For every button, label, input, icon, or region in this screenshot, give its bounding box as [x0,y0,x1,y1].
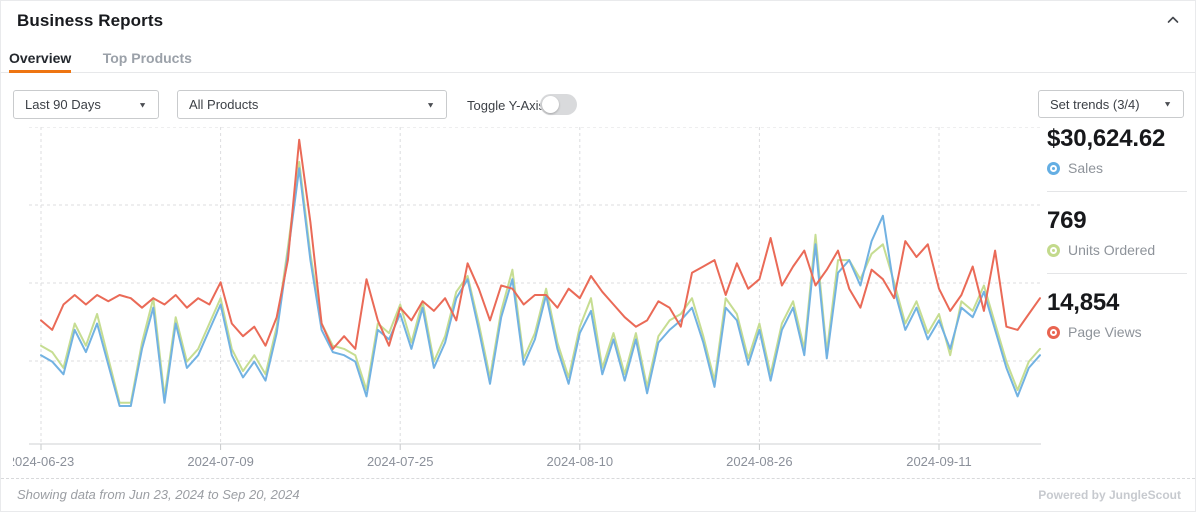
svg-text:2024-08-26: 2024-08-26 [726,454,793,469]
metrics-panel: $30,624.62 Sales 769 Units Ordered 14,85… [1047,119,1187,355]
powered-by-label: Powered by JungleScout [1038,488,1181,502]
svg-text:2024-07-25: 2024-07-25 [367,454,434,469]
trend-chart-area: 2024-06-23 2024-07-09 2024-07-25 2024-08-10… [13,127,1043,469]
set-trends-select[interactable]: Set trends (3/4) ▼ [1038,90,1184,118]
sales-value: $30,624.62 [1047,125,1166,152]
chevron-up-icon [1167,16,1179,23]
svg-text:2024-06-23: 2024-06-23 [13,454,74,469]
page-views-label: Page Views [1068,324,1142,340]
tab-bar: Overview Top Products [1,45,1195,73]
product-filter-select[interactable]: All Products ▼ [177,90,447,119]
page-title: Business Reports [17,11,164,30]
units-ordered-label: Units Ordered [1068,242,1156,258]
svg-text:2024-07-09: 2024-07-09 [187,454,254,469]
toggle-knob [542,96,559,113]
units-ordered-value: 769 [1047,207,1087,234]
y-axis-toggle[interactable] [540,94,577,115]
toggle-y-axis-label: Toggle Y-Axis [467,98,546,113]
trend-chart: 2024-06-23 2024-07-09 2024-07-25 2024-08-10… [13,127,1041,469]
svg-text:2024-09-11: 2024-09-11 [906,454,972,469]
sales-label: Sales [1068,160,1104,176]
page-views-eye-icon[interactable] [1047,325,1060,339]
units-ordered-eye-icon[interactable] [1047,243,1060,257]
svg-text:2024-08-10: 2024-08-10 [547,454,614,469]
date-range-select[interactable]: Last 90 Days ▼ [13,90,159,119]
caret-down-icon: ▼ [426,100,435,109]
date-range-value: Last 90 Days [25,97,101,112]
caret-down-icon: ▼ [138,100,147,109]
product-filter-value: All Products [189,97,259,112]
set-trends-value: Set trends (3/4) [1050,96,1140,112]
metric-sales: $30,624.62 Sales [1047,119,1187,191]
caret-down-icon: ▼ [1163,99,1172,109]
date-range-note: Showing data from Jun 23, 2024 to Sep 20… [17,487,300,502]
tab-top-products[interactable]: Top Products [102,50,192,66]
metric-page-views: 14,854 Page Views [1047,273,1187,355]
metric-units-ordered: 769 Units Ordered [1047,191,1187,273]
collapse-button[interactable] [1161,9,1185,33]
tab-overview[interactable]: Overview [9,45,72,73]
footer-divider [1,478,1195,479]
sales-eye-icon[interactable] [1047,161,1060,175]
page-views-value: 14,854 [1047,289,1120,316]
